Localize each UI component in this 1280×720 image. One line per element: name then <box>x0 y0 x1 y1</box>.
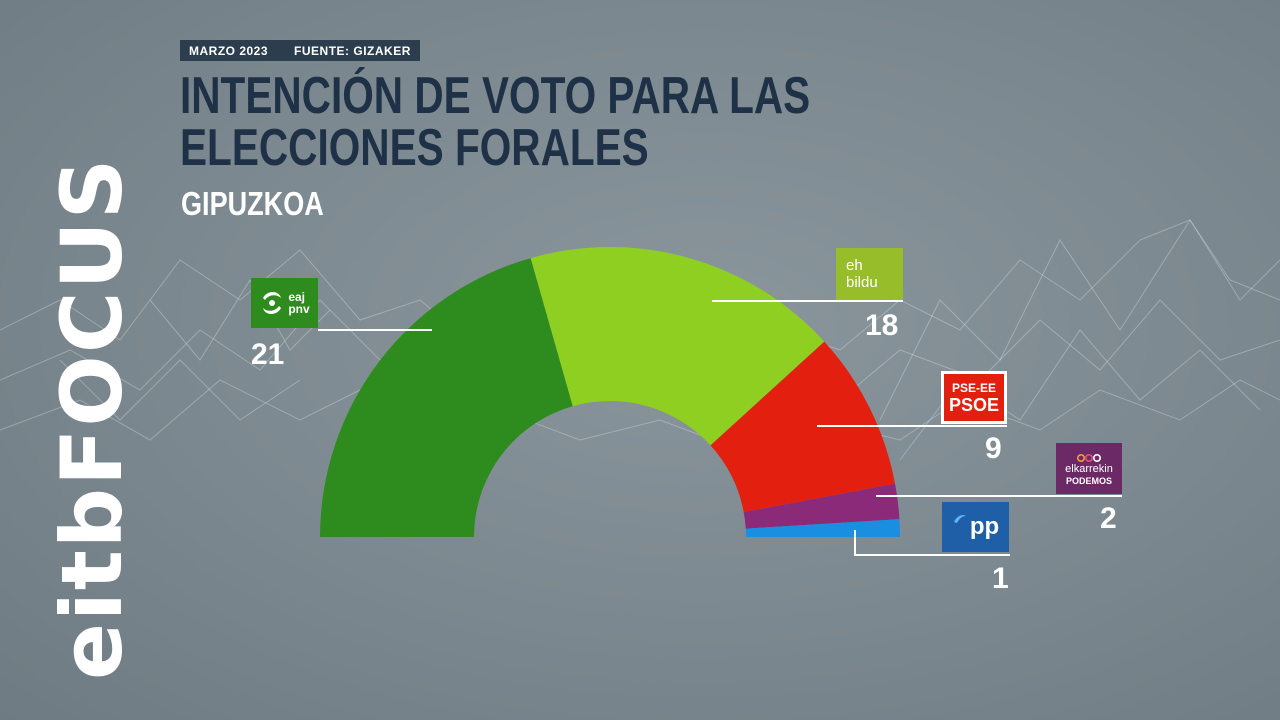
logo-bildu: eh bildu <box>836 248 903 300</box>
logo-pnv: eaj pnv <box>251 278 318 328</box>
seat-value-psoe: 9 <box>985 432 1002 465</box>
leader-line-pp <box>854 530 1010 556</box>
logo-pp: pp <box>942 502 1009 552</box>
seat-value-pp: 1 <box>992 562 1009 595</box>
seat-value-bildu: 18 <box>865 309 899 342</box>
logo-psoe-line2: PSOE <box>948 394 1000 415</box>
seat-value-podemos: 2 <box>1100 502 1117 535</box>
source-label: FUENTE: GIZAKER <box>294 43 411 58</box>
slice-pp <box>745 519 900 537</box>
podemos-circles-icon <box>1076 453 1101 462</box>
logo-psoe: PSE-EE PSOE <box>941 371 1007 424</box>
logo-podemos: elkarrekin PODEMOS <box>1056 443 1122 494</box>
logo-pnv-line2: pnv <box>288 302 310 316</box>
source-bar: MARZO 2023 FUENTE: GIZAKER <box>180 40 420 61</box>
slice-psoe <box>710 341 896 513</box>
slice-bildu <box>530 247 825 446</box>
chart-subtitle: GIPUZKOA <box>181 185 324 222</box>
logo-bildu-line1: eh <box>846 257 863 274</box>
seat-value-pnv: 21 <box>251 338 285 371</box>
date-label: MARZO 2023 <box>189 43 269 58</box>
pp-bird-icon <box>953 515 966 523</box>
pnv-swirl-icon <box>263 292 282 314</box>
logo-podemos-line1: elkarrekin <box>1065 462 1113 475</box>
slice-podemos <box>743 483 900 529</box>
logo-podemos-line2: PODEMOS <box>1065 475 1112 486</box>
logo-pp-line1: pp <box>969 513 1000 540</box>
logo-psoe-line1: PSE-EE <box>951 380 996 395</box>
logo-bildu-line2: bildu <box>846 274 878 291</box>
logo-pnv-line1: eaj <box>288 290 306 304</box>
chart-title: INTENCIÓN DE VOTO PARA LAS ELECCIONES FO… <box>180 67 811 177</box>
slice-pnv <box>320 258 573 537</box>
